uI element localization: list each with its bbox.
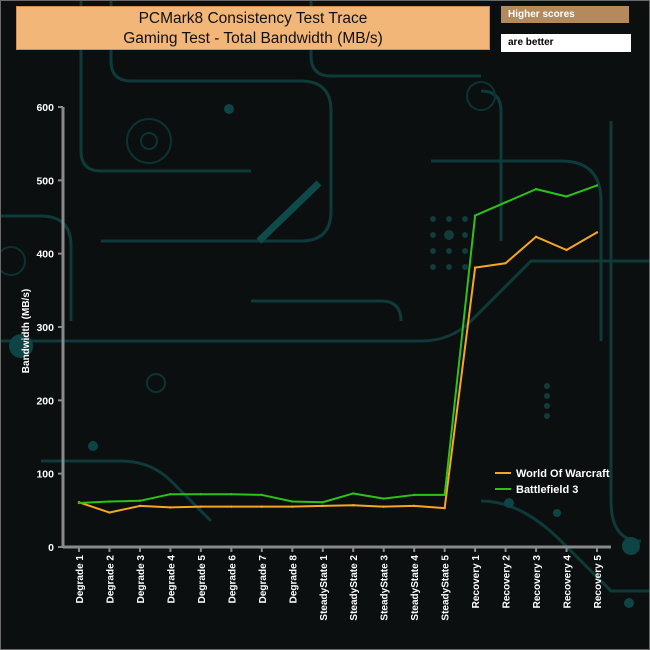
x-tick-label: Degrade 7 bbox=[258, 555, 269, 604]
y-tick-labels: 0 100 200 300 400 500 600 bbox=[36, 102, 63, 554]
data-point bbox=[77, 501, 81, 505]
data-point bbox=[352, 492, 355, 495]
title-line-2: Gaming Test - Total Bandwidth (MB/s) bbox=[123, 30, 383, 47]
x-tick-label: Recovery 3 bbox=[532, 555, 543, 609]
data-point bbox=[382, 505, 385, 508]
data-point bbox=[260, 493, 264, 497]
data-point bbox=[412, 504, 416, 508]
y-tick-label: 100 bbox=[36, 469, 54, 481]
x-tick-label: SteadyState 5 bbox=[441, 555, 452, 621]
x-tick-label: Recovery 4 bbox=[563, 555, 574, 609]
data-point bbox=[565, 248, 568, 252]
data-point bbox=[199, 505, 203, 508]
x-tick-label: Degrade 8 bbox=[288, 555, 299, 604]
data-point bbox=[352, 504, 355, 507]
higher-scores-note: Higher scores bbox=[501, 6, 629, 23]
data-point bbox=[108, 511, 111, 514]
x-tick-label: Degrade 1 bbox=[75, 555, 86, 604]
data-point bbox=[321, 504, 324, 508]
data-point bbox=[108, 500, 111, 503]
x-tick-label: SteadyState 2 bbox=[349, 555, 360, 621]
data-point bbox=[169, 493, 172, 496]
data-point bbox=[504, 262, 507, 265]
x-tick-labels: Degrade 1 Degrade 2 Degrade 3 Degrade 4 Degr… bbox=[75, 547, 604, 621]
chart-title: PCMark8 Consistency Test Trace Gaming Te… bbox=[16, 6, 490, 50]
data-point bbox=[595, 231, 599, 234]
data-point bbox=[260, 505, 264, 508]
axes bbox=[61, 107, 611, 549]
y-tick-label: 300 bbox=[36, 322, 54, 334]
data-point bbox=[565, 195, 568, 198]
x-tick-label: SteadyState 3 bbox=[380, 555, 391, 621]
data-point bbox=[321, 501, 324, 504]
data-point bbox=[473, 266, 477, 269]
data-point bbox=[534, 235, 538, 238]
x-tick-label: SteadyState 4 bbox=[410, 555, 421, 621]
y-tick-label: 500 bbox=[36, 175, 54, 187]
are-better-note: are better bbox=[501, 34, 631, 52]
data-point bbox=[291, 500, 294, 503]
data-point bbox=[534, 187, 538, 191]
y-tick-label: 400 bbox=[36, 249, 54, 261]
x-tick-label: Recovery 5 bbox=[593, 555, 604, 609]
legend-label: World Of Warcraft bbox=[516, 468, 610, 480]
y-tick-label: 600 bbox=[36, 102, 54, 114]
legend: World Of Warcraft Battlefield 3 bbox=[495, 468, 610, 496]
data-point bbox=[199, 493, 203, 496]
x-tick-label: Degrade 5 bbox=[197, 555, 208, 604]
series-line bbox=[78, 184, 598, 504]
data-point bbox=[595, 184, 599, 187]
y-tick-label: 200 bbox=[36, 395, 54, 407]
legend-label: Battlefield 3 bbox=[516, 484, 578, 496]
data-point bbox=[504, 201, 507, 204]
data-point bbox=[138, 504, 142, 508]
x-tick-label: Degrade 2 bbox=[105, 555, 116, 604]
series-2 bbox=[77, 184, 599, 505]
x-tick-label: Degrade 6 bbox=[227, 555, 238, 604]
series-1 bbox=[77, 231, 599, 514]
x-tick-label: SteadyState 1 bbox=[319, 555, 330, 621]
data-point bbox=[291, 505, 294, 508]
data-point bbox=[473, 214, 477, 217]
data-point bbox=[382, 497, 385, 500]
title-line-1: PCMark8 Consistency Test Trace bbox=[138, 10, 368, 27]
y-axis-label: Bandwidth (MB/s) bbox=[21, 289, 32, 373]
x-tick-label: Degrade 4 bbox=[166, 555, 177, 604]
data-point bbox=[412, 493, 416, 497]
data-point bbox=[230, 493, 233, 496]
x-tick-label: Degrade 3 bbox=[136, 555, 147, 604]
series-line bbox=[78, 231, 598, 514]
data-point bbox=[230, 505, 233, 508]
data-point bbox=[443, 506, 446, 510]
data-point bbox=[169, 506, 172, 509]
x-tick-label: Recovery 2 bbox=[502, 555, 513, 609]
y-tick-label: 0 bbox=[48, 542, 54, 554]
data-point bbox=[443, 493, 446, 497]
x-tick-label: Recovery 1 bbox=[471, 555, 482, 609]
series-group bbox=[77, 184, 599, 514]
data-point bbox=[138, 499, 142, 502]
